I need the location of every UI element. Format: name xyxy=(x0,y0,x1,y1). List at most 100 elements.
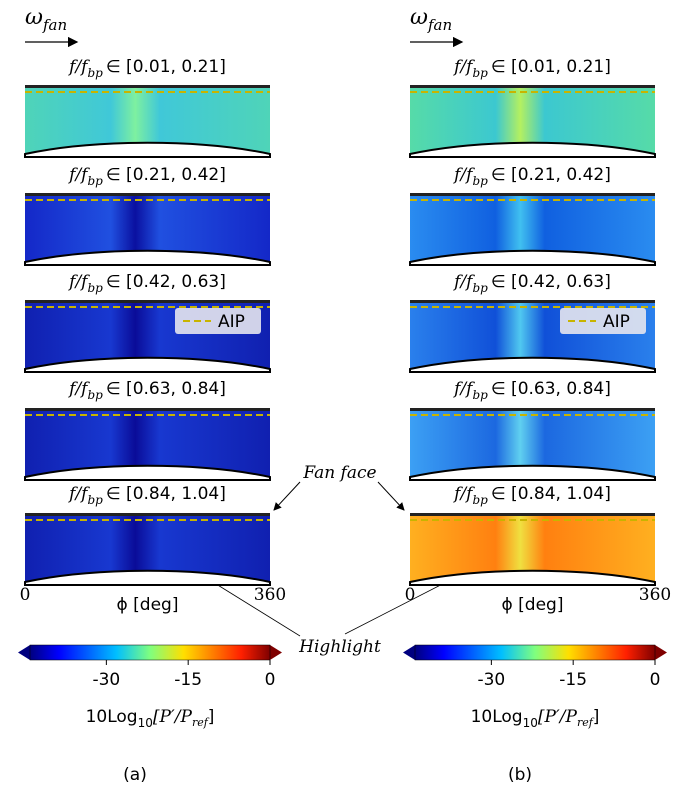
annotation: Fan face xyxy=(302,463,376,483)
colorbar-label: 10Log10[P′/Pref] xyxy=(86,707,215,730)
colorbar-extend-max xyxy=(270,645,282,660)
title-sub: bp xyxy=(87,174,103,188)
title-f: f/f xyxy=(452,272,475,292)
title-f: f/f xyxy=(67,484,90,504)
title-sub: bp xyxy=(87,388,103,402)
label-main: 10Log xyxy=(471,707,523,727)
plot-title: f/fbp ∈ [0.42, 0.63] xyxy=(67,272,226,295)
highlight-surface xyxy=(409,356,656,373)
legend-box xyxy=(175,308,261,334)
plot-title: f/fbp ∈ [0.63, 0.84] xyxy=(452,379,611,402)
label-frac: [P′/P xyxy=(153,707,193,727)
colorbar xyxy=(29,644,271,661)
colorbar-tick-label: 0 xyxy=(650,670,661,690)
x-tick-label: 360 xyxy=(254,585,286,605)
colorbar-tick-label: -30 xyxy=(92,670,120,690)
wall xyxy=(25,193,270,196)
highlight-surface xyxy=(24,249,271,266)
colorbar xyxy=(414,644,656,661)
title-f: f/f xyxy=(67,165,90,185)
title-range: ∈ [0.01, 0.21] xyxy=(106,57,226,77)
colorbar-tick-label: -15 xyxy=(174,670,202,690)
highlight-surface xyxy=(24,569,271,586)
colorbar-extend-min xyxy=(403,645,415,660)
title-sub: bp xyxy=(472,493,488,507)
label-close: ] xyxy=(208,707,215,727)
title-sub: bp xyxy=(472,388,488,402)
highlight-surface xyxy=(24,464,271,481)
title-range: ∈ [0.84, 1.04] xyxy=(106,484,226,504)
highlight-surface xyxy=(409,141,656,158)
label-main: 10Log xyxy=(86,707,138,727)
plot-title: f/fbp ∈ [0.01, 0.21] xyxy=(452,57,611,80)
wall xyxy=(410,300,655,303)
title-range: ∈ [0.01, 0.21] xyxy=(491,57,611,77)
colorbar-tick-label: 0 xyxy=(265,670,276,690)
colorbar-extend-max xyxy=(655,645,667,660)
title-f: f/f xyxy=(452,379,475,399)
title-range: ∈ [0.21, 0.42] xyxy=(106,165,226,185)
title-sub: bp xyxy=(472,174,488,188)
wall xyxy=(25,300,270,303)
colorbar-extend-min xyxy=(18,645,30,660)
legend-label: AIP xyxy=(603,312,630,332)
plot-title: f/fbp ∈ [0.01, 0.21] xyxy=(67,57,226,80)
plot-title: f/fbp ∈ [0.84, 1.04] xyxy=(67,484,226,507)
omega-sub: fan xyxy=(427,16,452,34)
title-range: ∈ [0.63, 0.84] xyxy=(491,379,611,399)
label-sub: 10 xyxy=(523,716,538,730)
title-range: ∈ [0.42, 0.63] xyxy=(106,272,226,292)
highlight-surface xyxy=(409,569,656,586)
highlight-surface xyxy=(409,249,656,266)
plot-title: f/fbp ∈ [0.84, 1.04] xyxy=(452,484,611,507)
title-sub: bp xyxy=(87,493,103,507)
x-axis-label: ϕ [deg] xyxy=(502,595,564,615)
arrow xyxy=(377,481,405,511)
title-range: ∈ [0.21, 0.42] xyxy=(491,165,611,185)
colorbar-tick-label: -30 xyxy=(477,670,505,690)
title-sub: bp xyxy=(87,281,103,295)
title-f: f/f xyxy=(452,165,475,185)
x-axis-label: ϕ [deg] xyxy=(117,595,179,615)
x-tick-label: 0 xyxy=(20,585,31,605)
title-f: f/f xyxy=(67,57,90,77)
colorbar-tick-label: -15 xyxy=(559,670,587,690)
omega-label: ωfan xyxy=(410,5,452,34)
plot-title: f/fbp ∈ [0.21, 0.42] xyxy=(452,165,611,188)
omega-symbol: ω xyxy=(25,5,43,30)
colorbar-label: 10Log10[P′/Pref] xyxy=(471,707,600,730)
title-range: ∈ [0.42, 0.63] xyxy=(491,272,611,292)
label-frac-sub: ref xyxy=(192,716,210,729)
title-range: ∈ [0.63, 0.84] xyxy=(106,379,226,399)
title-sub: bp xyxy=(87,66,103,80)
legend-box xyxy=(560,308,646,334)
legend-label: AIP xyxy=(218,312,245,332)
x-tick-label: 360 xyxy=(639,585,671,605)
panel-label: (b) xyxy=(508,765,532,785)
wall xyxy=(410,85,655,88)
plot-title: f/fbp ∈ [0.42, 0.63] xyxy=(452,272,611,295)
omega-sub: fan xyxy=(42,16,67,34)
wall xyxy=(25,513,270,516)
annotation: Highlight xyxy=(298,637,381,657)
title-sub: bp xyxy=(472,66,488,80)
wall xyxy=(25,85,270,88)
wall xyxy=(410,408,655,411)
title-f: f/f xyxy=(67,272,90,292)
label-frac-sub: ref xyxy=(577,716,595,729)
highlight-surface xyxy=(409,464,656,481)
highlight-surface xyxy=(24,356,271,373)
title-f: f/f xyxy=(67,379,90,399)
label-close: ] xyxy=(593,707,600,727)
title-range: ∈ [0.84, 1.04] xyxy=(491,484,611,504)
label-sub: 10 xyxy=(138,716,153,730)
omega-label: ωfan xyxy=(25,5,67,34)
panel-label: (a) xyxy=(123,765,147,785)
arrow xyxy=(273,481,301,511)
label-frac: [P′/P xyxy=(538,707,578,727)
x-tick-label: 0 xyxy=(405,585,416,605)
title-sub: bp xyxy=(472,281,488,295)
